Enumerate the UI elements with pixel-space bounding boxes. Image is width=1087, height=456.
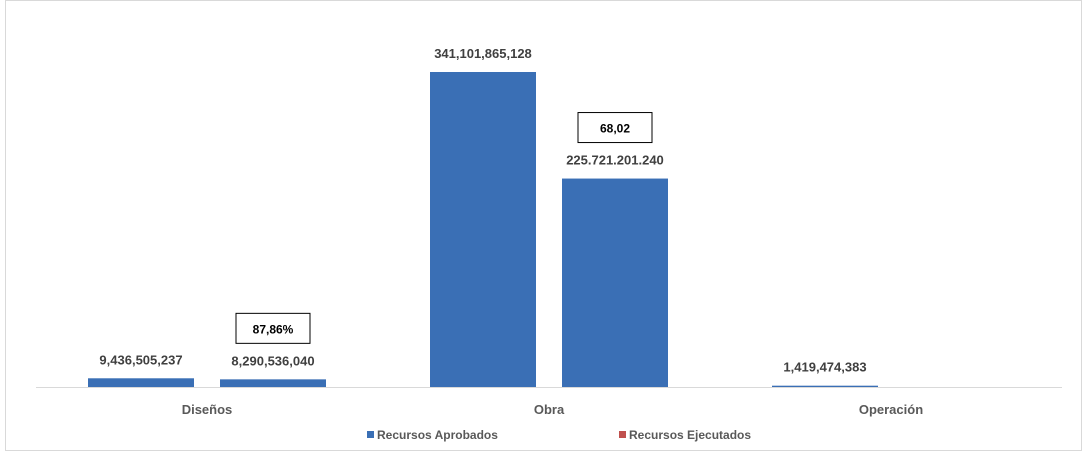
legend-item-ejecutados: Recursos Ejecutados (619, 428, 751, 442)
category-label-1: Obra (534, 402, 565, 417)
data-label-ejecutados-1: 225.721.201.240 (566, 153, 664, 168)
bar-ejecutados-0 (220, 379, 326, 387)
data-label-ejecutados-0: 8,290,536,040 (231, 353, 314, 368)
chart-frame (5, 0, 1082, 451)
category-label-2: Operación (859, 402, 923, 417)
percent-label-0: 87,86% (253, 322, 294, 336)
legend-item-aprobados: Recursos Aprobados (367, 428, 498, 442)
category-label-0: Diseños (182, 402, 233, 417)
percent-label-1: 68,02 (600, 122, 630, 136)
legend-swatch-ejecutados (619, 431, 626, 438)
data-label-aprobados-1: 341,101,865,128 (434, 46, 532, 61)
legend-label-ejecutados: Recursos Ejecutados (629, 428, 752, 442)
legend-swatch-aprobados (367, 431, 374, 438)
percent-box-0 (235, 312, 311, 344)
data-label-aprobados-0: 9,436,505,237 (99, 352, 182, 367)
bar-aprobados-1 (430, 72, 536, 387)
legend-label-aprobados: Recursos Aprobados (377, 428, 498, 442)
bar-ejecutados-1 (562, 178, 668, 387)
bar-aprobados-0 (88, 378, 194, 387)
percent-box-1 (577, 112, 653, 144)
data-label-aprobados-2: 1,419,474,383 (783, 360, 866, 375)
bar-aprobados-2 (772, 385, 878, 387)
